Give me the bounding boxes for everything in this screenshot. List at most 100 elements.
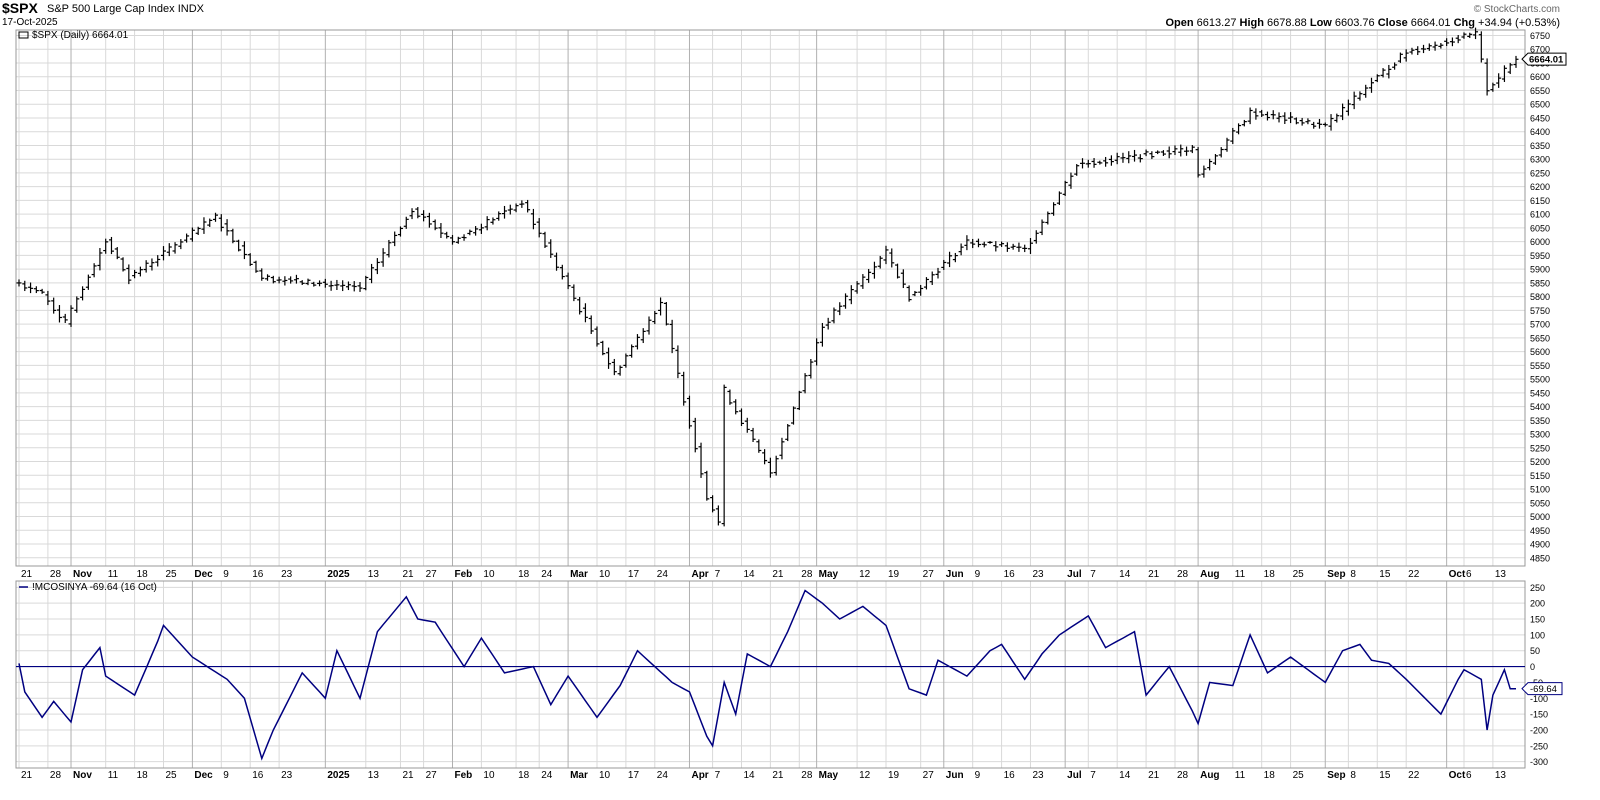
price-y-tick-label: 5900 — [1530, 265, 1550, 275]
ohlc-bar — [1438, 43, 1444, 49]
ohlc-bar — [22, 280, 28, 292]
x-tick-label: 24 — [657, 569, 669, 580]
ohlc-bar — [507, 204, 513, 215]
price-legend-swatch — [18, 31, 29, 39]
ohlc-bar — [1374, 74, 1380, 83]
ohlc-bar — [103, 238, 109, 254]
ohlc-bar — [1236, 123, 1242, 135]
ohlc-bar — [825, 317, 831, 330]
ohlc-bar — [1160, 150, 1166, 156]
price-y-tick-label: 5050 — [1530, 498, 1550, 508]
ohlc-bar — [762, 449, 768, 465]
x-tick-label: 6 — [1466, 770, 1472, 781]
price-y-tick-label: 6250 — [1530, 168, 1550, 178]
x-tick-label: Jun — [946, 770, 964, 781]
ohlc-bar — [1195, 147, 1201, 178]
ohlc-bar — [1259, 109, 1265, 118]
ohlc-bar — [1432, 41, 1438, 51]
ohlc-bar — [964, 235, 970, 251]
x-tick-label: 14 — [1119, 569, 1131, 580]
ohlc-bar — [68, 305, 74, 327]
x-tick-label: 21 — [21, 770, 33, 781]
high-value: 6678.88 — [1267, 17, 1307, 29]
ohlc-bar — [1473, 27, 1479, 40]
ohlc-bar — [1155, 150, 1161, 155]
ohlc-bar — [143, 260, 149, 273]
ohlc-bar — [328, 280, 334, 291]
indicator-y-tick-label: 150 — [1530, 615, 1545, 625]
symbol: $SPX — [2, 0, 38, 16]
x-tick-label: 13 — [1495, 770, 1507, 781]
ohlc-bar — [1380, 68, 1386, 78]
ohlc-bar — [646, 316, 652, 335]
ohlc-bar — [345, 281, 351, 291]
price-y-tick-label: 5450 — [1530, 388, 1550, 398]
ohlc-bar — [871, 261, 877, 279]
ohlc-bar — [1027, 238, 1033, 254]
ohlc-bar — [33, 286, 39, 294]
ohlc-bar — [207, 218, 213, 227]
ohlc-bar — [1449, 37, 1455, 47]
x-tick-label: 18 — [137, 569, 149, 580]
price-y-tick-label: 6750 — [1530, 31, 1550, 41]
ohlc-bar — [629, 344, 635, 358]
ohlc-bar — [970, 238, 976, 249]
ohlc-bar — [241, 241, 247, 260]
ohlc-bar — [444, 231, 450, 239]
ohlc-bar — [1120, 152, 1126, 163]
ohlc-bar — [1490, 82, 1496, 92]
x-tick-label: Mar — [570, 569, 588, 580]
ohlc-bar — [941, 259, 947, 270]
x-tick-label: 2025 — [327, 569, 350, 580]
price-y-tick-label: 6200 — [1530, 182, 1550, 192]
ohlc-bar — [178, 239, 184, 250]
x-tick-label: Jun — [946, 569, 964, 580]
ohlc-bar — [519, 200, 525, 208]
x-tick-label: 12 — [859, 569, 871, 580]
indicator-y-tick-label: -200 — [1530, 725, 1548, 735]
ohlc-bar — [288, 276, 294, 284]
ohlc-bar — [663, 302, 669, 326]
ohlc-bar — [958, 243, 964, 256]
ohlc-bar — [397, 226, 403, 237]
open-value: 6613.27 — [1196, 17, 1237, 29]
ohlc-bar — [1403, 49, 1409, 62]
ohlc-bar — [554, 252, 560, 271]
panes — [15, 29, 1526, 769]
ohlc-bar — [253, 260, 259, 273]
price-y-tick-label: 5950 — [1530, 251, 1550, 261]
ohlc-bar — [455, 236, 461, 244]
x-tick-label: 21 — [772, 770, 784, 781]
x-tick-label: Jul — [1067, 770, 1082, 781]
ohlc-bar — [16, 279, 22, 287]
ohlc-bar — [530, 208, 536, 230]
ohlc-bar — [45, 290, 51, 306]
x-tick-label: 18 — [1264, 569, 1276, 580]
price-y-tick-label: 5400 — [1530, 402, 1550, 412]
indicator-y-tick-label: -300 — [1530, 757, 1548, 767]
ohlc-bar — [299, 280, 305, 285]
ohlc-bar — [1276, 112, 1282, 123]
ohlc-bar — [1184, 146, 1190, 156]
x-tick-label: 10 — [599, 569, 611, 580]
price-y-tick-label: 6550 — [1530, 86, 1550, 96]
ohlc-bar — [213, 212, 219, 222]
x-tick-label: 7 — [1090, 770, 1096, 781]
ohlc-bar — [1010, 243, 1016, 250]
ohlc-bar — [756, 439, 762, 453]
chg-label: Chg — [1453, 17, 1475, 29]
ohlc-bar — [230, 228, 236, 244]
ohlc-bar — [767, 457, 773, 478]
ohlc-bar — [686, 395, 692, 429]
ohlc-bar — [854, 281, 860, 294]
ohlc-bar — [311, 281, 317, 287]
ohlc-bar — [588, 315, 594, 335]
ohlc-bar — [490, 217, 496, 225]
x-tick-label: 13 — [368, 569, 380, 580]
ohlc-bar — [149, 258, 155, 271]
ohlc-bar — [132, 269, 138, 279]
chart-date: 17-Oct-2025 — [2, 17, 58, 28]
ohlc-bar — [923, 277, 929, 290]
ohlc-bar — [270, 275, 276, 284]
ohlc-bar — [1097, 160, 1103, 165]
